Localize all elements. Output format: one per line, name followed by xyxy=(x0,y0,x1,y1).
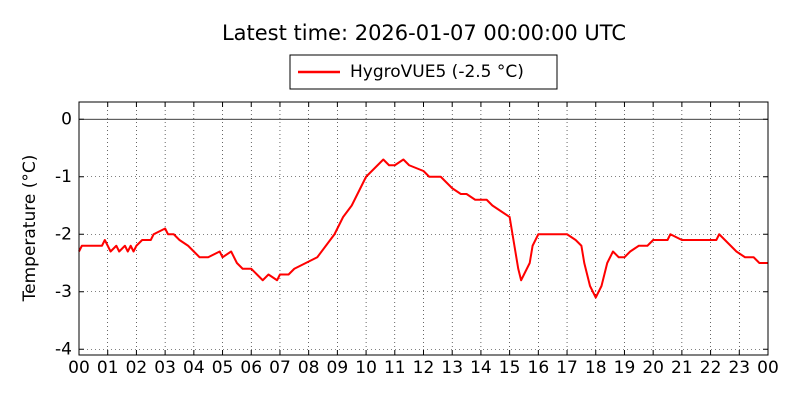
x-tick-label: 21 xyxy=(671,358,693,378)
y-tick-label: -1 xyxy=(55,167,72,187)
x-tick-label: 00 xyxy=(757,358,779,378)
x-tick-label: 19 xyxy=(614,358,636,378)
y-tick-label: 0 xyxy=(61,109,72,129)
x-tick-label: 08 xyxy=(298,358,320,378)
x-tick-label: 09 xyxy=(327,358,349,378)
y-axis-label: Temperature (°C) xyxy=(20,155,40,303)
data-line xyxy=(78,158,768,299)
y-tick-label: -4 xyxy=(55,339,72,359)
x-tick-label: 15 xyxy=(499,358,521,378)
x-tick-label: 02 xyxy=(126,358,148,378)
x-tick-label: 12 xyxy=(413,358,435,378)
x-tick-label: 01 xyxy=(97,358,119,378)
y-tick-label: -3 xyxy=(55,282,72,302)
x-tick-label: 07 xyxy=(269,358,291,378)
y-tick-label: -2 xyxy=(55,224,72,244)
x-tick-label: 16 xyxy=(528,358,550,378)
x-tick-label: 10 xyxy=(355,358,377,378)
x-tick-label: 06 xyxy=(240,358,262,378)
x-tick-label: 18 xyxy=(585,358,607,378)
x-tick-label: 17 xyxy=(556,358,578,378)
x-tick-label: 00 xyxy=(68,358,90,378)
x-tick-label: 11 xyxy=(384,358,406,378)
plot-frame xyxy=(78,101,769,356)
x-tick-label: 14 xyxy=(470,358,492,378)
x-tick-label: 20 xyxy=(642,358,664,378)
x-tick-label: 03 xyxy=(154,358,176,378)
x-tick-label: 13 xyxy=(441,358,463,378)
chart-title: Latest time: 2026-01-07 00:00:00 UTC xyxy=(222,21,626,45)
x-tick-label: 05 xyxy=(212,358,234,378)
legend-label: HygroVUE5 (-2.5 °C) xyxy=(350,62,524,82)
x-tick-label: 22 xyxy=(700,358,722,378)
x-tick-label: 23 xyxy=(728,358,750,378)
x-tick-label: 04 xyxy=(183,358,205,378)
